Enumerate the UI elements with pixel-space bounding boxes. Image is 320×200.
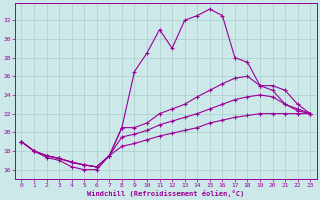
X-axis label: Windchill (Refroidissement éolien,°C): Windchill (Refroidissement éolien,°C) bbox=[87, 190, 244, 197]
